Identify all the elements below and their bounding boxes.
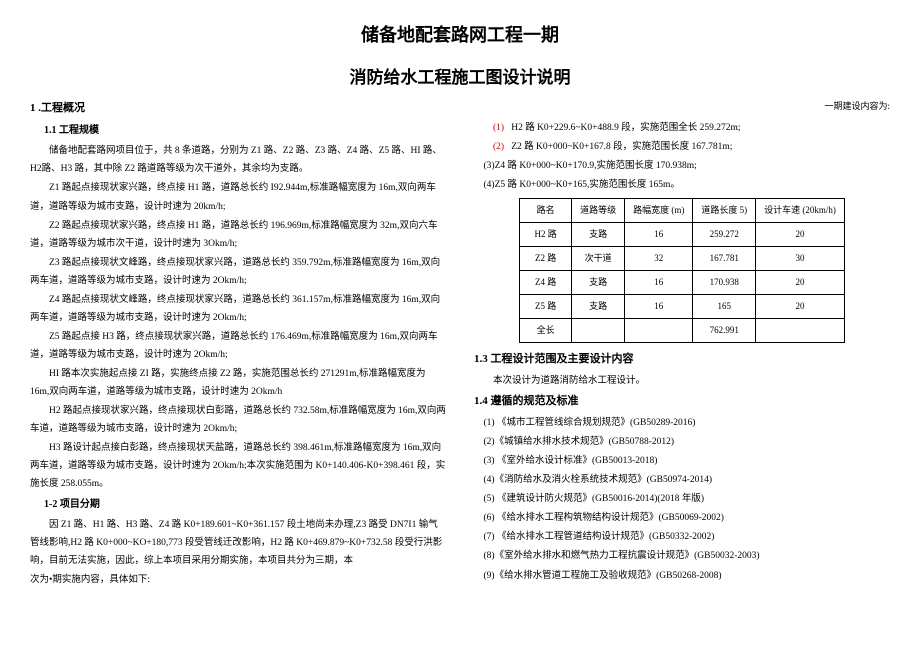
table-cell: 32 — [625, 246, 693, 270]
table-cell: 762.991 — [693, 319, 756, 343]
table-cell: Z4 路 — [520, 271, 572, 295]
list-item: (4)Z5 路 K0+000~K0+165,实施范围长度 165m。 — [484, 176, 891, 194]
list-text: H2 路 K0+229.6~K0+488.9 段，实施范围全长 259.272m… — [511, 123, 740, 133]
table-cell: 170.938 — [693, 271, 756, 295]
list-item: (2) Z2 路 K0+000~K0+167.8 段，实施范围长度 167.78… — [493, 138, 890, 156]
table-cell — [756, 319, 845, 343]
table-row: Z5 路支路1616520 — [520, 295, 845, 319]
table-header: 道路等级 — [572, 198, 625, 222]
list-item: (1) H2 路 K0+229.6~K0+488.9 段，实施范围全长 259.… — [493, 119, 890, 137]
table-header: 设计车速 (20km/h) — [756, 198, 845, 222]
table-cell: Z2 路 — [520, 246, 572, 270]
phase-note: 一期建设内容为: — [474, 98, 890, 115]
standard-item: (1) 《城市工程管线综合规划规范》(GB50289-2016) — [484, 414, 891, 432]
table-cell: 20 — [756, 222, 845, 246]
section-1-2: 1-2 项目分期 — [44, 495, 446, 514]
table-cell: 支路 — [572, 271, 625, 295]
table-header: 路名 — [520, 198, 572, 222]
table-cell: 次干道 — [572, 246, 625, 270]
road-table: 路名 道路等级 路幅宽度 (m) 道路长度 5) 设计车速 (20km/h) H… — [519, 198, 845, 344]
table-row: Z4 路支路16170.93820 — [520, 271, 845, 295]
paragraph: H2 路起点接现状家兴路，终点接现状白彭路，道路总长约 732.58m,标准路幅… — [30, 402, 446, 438]
table-cell: 16 — [625, 295, 693, 319]
list-num-red: (2) — [493, 142, 504, 152]
standard-item: (5) 《建筑设计防火规范》(GB50016-2014)(2018 年版) — [484, 490, 891, 508]
table-cell: Z5 路 — [520, 295, 572, 319]
standard-item: (6) 《给水排水工程构筑物结构设计规范》(GB50069-2002) — [484, 509, 891, 527]
paragraph: 因 Z1 路、H1 路、H3 路、Z4 路 K0+189.601~K0+361.… — [30, 516, 446, 570]
section-1-3: 1.3 工程设计范围及主要设计内容 — [474, 349, 890, 370]
paragraph: Z5 路起点接 H3 路，终点接现状家兴路，道路总长约 176.469m,标准路… — [30, 328, 446, 364]
table-cell: 16 — [625, 222, 693, 246]
right-column: 一期建设内容为: (1) H2 路 K0+229.6~K0+488.9 段，实施… — [474, 98, 890, 641]
table-cell — [572, 319, 625, 343]
paragraph: 次为•期实施内容，具体如下: — [30, 571, 446, 589]
paragraph: Z3 路起点接现状文峰路，终点接现状家兴路，道路总长约 359.792m,标准路… — [30, 254, 446, 290]
table-cell: 支路 — [572, 295, 625, 319]
table-cell: H2 路 — [520, 222, 572, 246]
table-cell: 20 — [756, 295, 845, 319]
list-text: Z2 路 K0+000~K0+167.8 段，实施范围长度 167.781m; — [511, 142, 732, 152]
paragraph: Z2 路起点接现状家兴路，终点接 H1 路，道路总长约 196.969m,标准路… — [30, 217, 446, 253]
table-row: Z2 路次干道32167.78130 — [520, 246, 845, 270]
table-cell — [625, 319, 693, 343]
table-cell: 165 — [693, 295, 756, 319]
list-num-red: (1) — [493, 123, 504, 133]
list-item: (3)Z4 路 K0+000~K0+170.9,实施范围长度 170.938m; — [484, 157, 891, 175]
table-header: 道路长度 5) — [693, 198, 756, 222]
left-column: 1 .工程概况 1.1 工程规模 储备地配套路网项目位于，共 8 条道路，分别为… — [30, 98, 446, 641]
paragraph: 本次设计为道路消防给水工程设计。 — [474, 372, 890, 390]
table-row: H2 路支路16259.27220 — [520, 222, 845, 246]
table-cell: 支路 — [572, 222, 625, 246]
standard-item: (7) 《给水排水工程管道结构设计规范》(GB50332-2002) — [484, 528, 891, 546]
section-1: 1 .工程概况 — [30, 98, 446, 119]
paragraph: HI 路本次实施起点接 ZI 路，实施终点接 Z2 路，实施范围总长约 2712… — [30, 365, 446, 401]
paragraph: 储备地配套路网项目位于，共 8 条道路，分别为 Z1 路、Z2 路、Z3 路、Z… — [30, 142, 446, 178]
table-cell: 全长 — [520, 319, 572, 343]
table-cell: 16 — [625, 271, 693, 295]
table-cell: 30 — [756, 246, 845, 270]
paragraph: Z4 路起点接现状文峰路，终点接现状家兴路，道路总长约 361.157m,标准路… — [30, 291, 446, 327]
table-cell: 259.272 — [693, 222, 756, 246]
paragraph: Z1 路起点接现状家兴路，终点接 H1 路，道路总长约 I92.944m,标准路… — [30, 179, 446, 215]
section-1-1: 1.1 工程规模 — [44, 121, 446, 140]
paragraph: H3 路设计起点接白彭路，终点接现状天盐路，道路总长约 398.461m,标准路… — [30, 439, 446, 493]
table-row: 全长 762.991 — [520, 319, 845, 343]
standard-item: (4)《消防给水及消火栓系统技术规范》(GB50974-2014) — [484, 471, 891, 489]
standard-item: (3) 《室外给水设计标准》(GB50013-2018) — [484, 452, 891, 470]
section-1-4: 1.4 遵循的规范及标准 — [474, 391, 890, 412]
main-title: 储备地配套路网工程一期 — [30, 18, 890, 52]
standard-item: (2)《城镇给水排水技术规范》(GB50788-2012) — [484, 433, 891, 451]
table-cell: 20 — [756, 271, 845, 295]
table-header: 路幅宽度 (m) — [625, 198, 693, 222]
table-header-row: 路名 道路等级 路幅宽度 (m) 道路长度 5) 设计车速 (20km/h) — [520, 198, 845, 222]
standard-item: (9)《给水排水管道工程施工及验收规范》(GB50268-2008) — [484, 567, 891, 585]
sub-title: 消防给水工程施工图设计说明 — [30, 62, 890, 94]
columns: 1 .工程概况 1.1 工程规模 储备地配套路网项目位于，共 8 条道路，分别为… — [30, 98, 890, 641]
table-cell: 167.781 — [693, 246, 756, 270]
standard-item: (8)《室外给水排水和燃气热力工程抗震设计规范》(GB50032-2003) — [484, 547, 891, 565]
